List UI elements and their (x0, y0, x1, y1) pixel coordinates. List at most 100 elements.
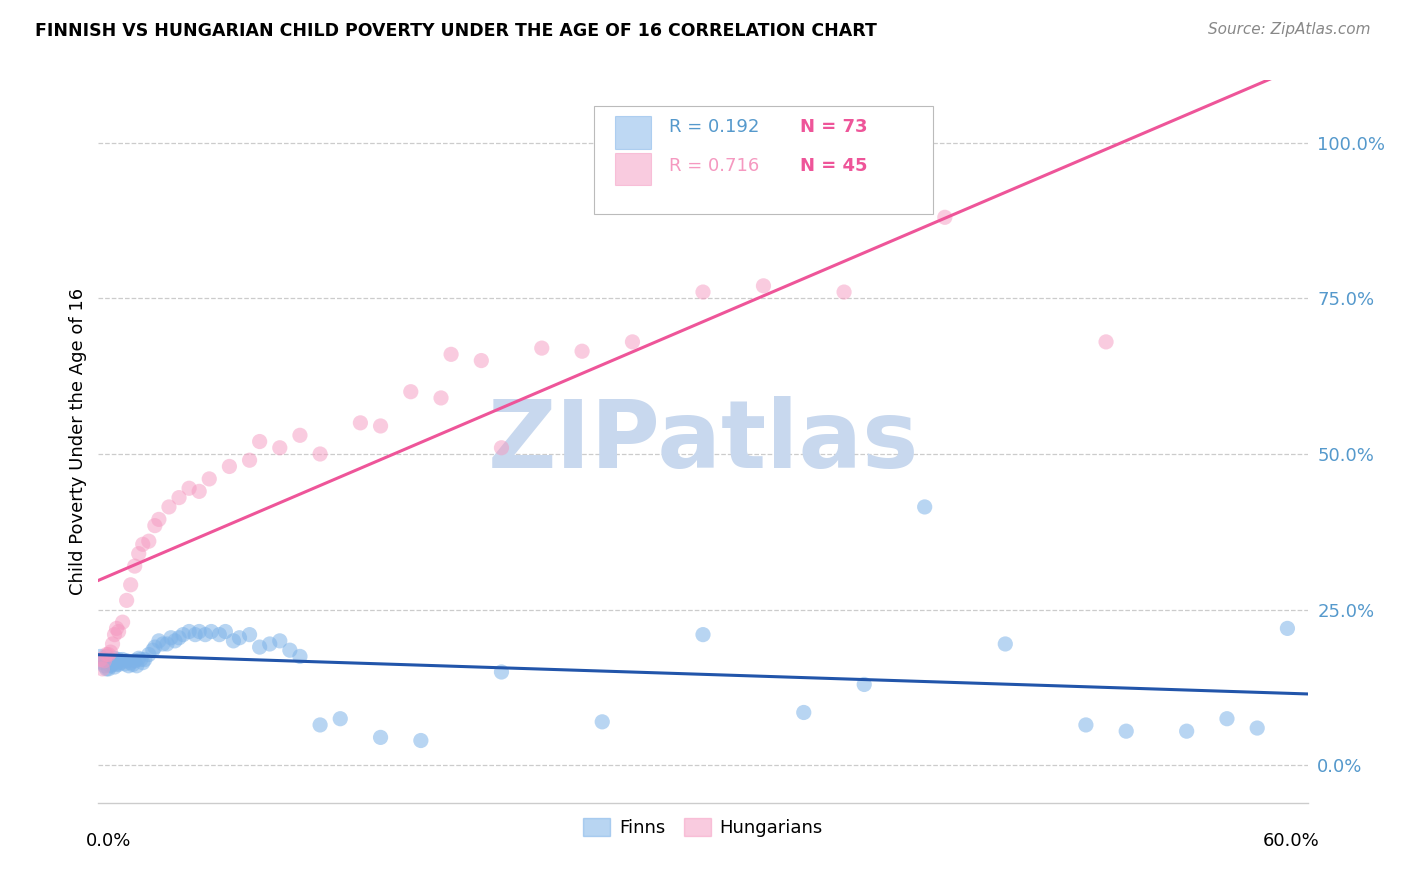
FancyBboxPatch shape (614, 153, 651, 185)
Point (1277, 621, 1299, 635)
Point (97, 652, 120, 666)
Point (491, 665, 513, 679)
Point (134, 652, 156, 666)
Point (105, 654, 128, 668)
Point (143, 640, 166, 654)
Point (103, 651, 125, 665)
Point (249, 640, 271, 654)
Legend: Finns, Hungarians: Finns, Hungarians (576, 811, 830, 845)
Point (129, 652, 152, 666)
Point (239, 627, 262, 641)
Point (530, 341, 553, 355)
Point (96, 662, 118, 676)
Point (853, 677, 876, 691)
Point (172, 627, 194, 641)
Point (370, 731, 392, 745)
FancyBboxPatch shape (595, 105, 932, 214)
Point (309, 718, 332, 732)
Point (184, 627, 207, 641)
Point (621, 334, 644, 349)
Point (370, 419, 392, 434)
Point (132, 537, 155, 551)
Point (179, 624, 201, 639)
Point (105, 621, 128, 635)
Point (329, 712, 352, 726)
Point (110, 656, 132, 670)
Point (101, 637, 124, 651)
Point (124, 654, 146, 668)
Point (1074, 718, 1097, 732)
Point (148, 633, 170, 648)
Point (470, 353, 492, 368)
Point (692, 627, 714, 641)
Point (163, 633, 186, 648)
Point (100, 658, 122, 673)
Point (120, 578, 142, 592)
Text: R = 0.192: R = 0.192 (669, 119, 759, 136)
Point (222, 633, 245, 648)
Point (188, 484, 211, 499)
Point (1175, 724, 1198, 739)
Point (105, 657, 128, 671)
Point (200, 624, 222, 639)
Point (101, 654, 124, 668)
Point (93, 652, 115, 666)
Point (269, 441, 291, 455)
Point (179, 481, 201, 495)
Point (269, 633, 291, 648)
Point (994, 637, 1017, 651)
Point (309, 447, 332, 461)
Point (111, 652, 134, 666)
Point (793, 706, 815, 720)
Text: ZIPatlas: ZIPatlas (488, 395, 918, 488)
Point (132, 656, 155, 670)
Text: FINNISH VS HUNGARIAN CHILD POVERTY UNDER THE AGE OF 16 CORRELATION CHART: FINNISH VS HUNGARIAN CHILD POVERTY UNDER… (35, 22, 877, 40)
Point (288, 428, 311, 442)
Point (103, 627, 125, 641)
Point (107, 624, 129, 639)
Point (100, 645, 122, 659)
Point (91, 656, 114, 670)
Point (752, 278, 775, 293)
Point (288, 649, 311, 664)
Point (152, 637, 174, 651)
Point (107, 652, 129, 666)
Point (1095, 334, 1118, 349)
Point (128, 651, 150, 665)
Point (156, 637, 179, 651)
Text: N = 45: N = 45 (800, 156, 868, 175)
Point (103, 660, 125, 674)
Point (91, 662, 114, 676)
Point (97, 648, 120, 662)
Point (125, 658, 148, 673)
Point (120, 656, 142, 670)
Point (208, 627, 231, 641)
Point (832, 285, 855, 299)
Point (142, 643, 165, 657)
Point (160, 631, 183, 645)
Point (93, 654, 115, 668)
Point (1216, 712, 1239, 726)
Point (194, 627, 217, 641)
Point (278, 643, 301, 657)
Point (214, 624, 236, 639)
Point (138, 534, 160, 549)
Point (128, 547, 150, 561)
Point (692, 285, 714, 299)
Point (914, 500, 936, 514)
Point (157, 500, 180, 514)
Point (107, 657, 129, 672)
Point (491, 441, 513, 455)
Point (96, 649, 118, 664)
Text: 0.0%: 0.0% (86, 831, 132, 850)
Point (121, 657, 143, 672)
Point (124, 559, 146, 574)
Point (399, 384, 422, 399)
Point (100, 656, 122, 670)
Point (571, 344, 593, 359)
Point (349, 416, 371, 430)
FancyBboxPatch shape (614, 117, 651, 149)
Point (97, 662, 120, 676)
Point (138, 648, 160, 662)
Point (198, 472, 221, 486)
